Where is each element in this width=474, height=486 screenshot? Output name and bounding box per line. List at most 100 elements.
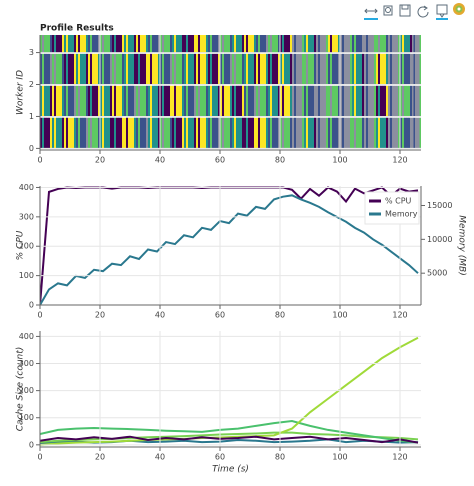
task <box>210 35 213 53</box>
task <box>68 35 71 53</box>
task <box>46 53 49 85</box>
task <box>298 117 301 149</box>
task <box>336 35 339 53</box>
task <box>270 53 273 85</box>
task <box>162 117 165 149</box>
task <box>188 35 191 53</box>
task <box>396 117 399 149</box>
task <box>182 53 185 85</box>
task <box>362 35 365 53</box>
task <box>142 35 145 53</box>
task <box>60 35 63 53</box>
bokeh-logo[interactable] <box>453 3 465 15</box>
task <box>44 117 47 149</box>
task <box>230 35 233 53</box>
task <box>170 85 173 117</box>
task <box>180 53 183 85</box>
task <box>342 85 345 117</box>
task <box>419 53 421 85</box>
task <box>162 35 165 53</box>
task <box>132 117 135 149</box>
task <box>240 53 243 85</box>
task <box>386 53 389 85</box>
task <box>320 85 323 117</box>
task <box>98 85 101 117</box>
task <box>224 85 227 117</box>
task <box>252 53 255 85</box>
task <box>86 35 89 53</box>
task <box>158 117 161 149</box>
save-tool[interactable] <box>399 4 411 17</box>
task <box>116 53 119 85</box>
task <box>238 117 241 149</box>
x-tick-label: 80 <box>275 156 285 165</box>
task <box>264 35 267 53</box>
task <box>342 53 345 85</box>
task <box>156 117 159 149</box>
task <box>100 53 103 85</box>
task <box>294 35 297 53</box>
task <box>280 35 283 53</box>
task <box>122 35 125 53</box>
task <box>338 117 341 149</box>
legend-label: % CPU <box>385 197 412 206</box>
task <box>380 53 383 85</box>
task <box>286 85 289 117</box>
task <box>354 53 357 85</box>
series-line <box>40 435 419 444</box>
task <box>314 85 317 117</box>
task <box>46 117 49 149</box>
task <box>142 85 145 117</box>
task <box>340 117 343 149</box>
x-tick-label: 20 <box>95 311 105 320</box>
task <box>302 85 305 117</box>
task <box>90 117 93 149</box>
task <box>54 35 57 53</box>
task <box>242 85 245 117</box>
task <box>94 53 97 85</box>
task <box>298 35 301 53</box>
task <box>316 35 319 53</box>
task <box>144 35 147 53</box>
task <box>196 53 199 85</box>
task <box>370 85 373 117</box>
task <box>268 35 271 53</box>
task <box>228 35 231 53</box>
reset-tool[interactable] <box>417 5 429 18</box>
task <box>334 85 337 117</box>
task <box>260 85 263 117</box>
task <box>70 35 73 53</box>
task <box>232 85 235 117</box>
task <box>158 53 161 85</box>
task <box>122 53 125 85</box>
task <box>180 35 183 53</box>
task <box>160 35 163 53</box>
zoom-tool[interactable] <box>383 5 393 16</box>
task <box>270 117 273 149</box>
task <box>220 117 223 149</box>
task <box>410 35 413 53</box>
task <box>218 53 221 85</box>
hover-tool[interactable] <box>436 4 448 20</box>
task <box>140 85 143 117</box>
task <box>164 117 167 149</box>
task <box>60 85 63 117</box>
legend-box <box>364 191 420 225</box>
series-line <box>40 336 419 446</box>
task <box>250 53 253 85</box>
task <box>142 117 145 149</box>
task <box>138 85 141 117</box>
task <box>184 53 187 85</box>
task <box>72 117 75 149</box>
task <box>328 35 331 53</box>
task <box>384 117 387 149</box>
task <box>356 35 359 53</box>
task <box>260 117 263 149</box>
task <box>42 85 45 117</box>
task <box>74 85 77 117</box>
task <box>340 85 343 117</box>
task <box>40 85 43 117</box>
pan-tool[interactable] <box>364 8 378 20</box>
task <box>58 53 61 85</box>
